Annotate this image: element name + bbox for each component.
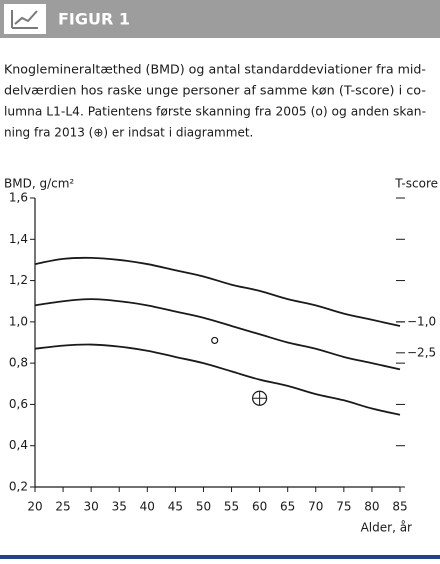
y2-axis-label: T-score [394,177,438,191]
x-tick-label: 20 [27,500,42,514]
x-tick-label: 30 [84,500,99,514]
x-tick-label: 40 [140,500,155,514]
x-axis-label: Alder, år [361,521,412,535]
x-tick-label: 50 [196,500,211,514]
x-tick-label: 75 [336,500,351,514]
x-tick-label: 35 [112,500,127,514]
x-tick-label: 80 [364,500,379,514]
x-tick-label: 60 [252,500,267,514]
reference-curve [34,343,401,416]
y2-tick-label: −2,5 [407,345,436,359]
y-tick-label: 1,0 [9,314,28,328]
y-tick-label: 0,8 [9,356,28,370]
y-tick-label: 0,4 [9,438,28,452]
header-title: FIGUR 1 [58,10,130,29]
y-axis-label: BMD, g/cm² [4,177,74,191]
caption-line: ning fra 2013 (⊕) er indsat i diagrammet… [4,126,253,140]
y-tick-label: 1,4 [9,232,28,246]
y-tick-label: 1,2 [9,273,28,287]
patient-point [211,336,219,345]
y-tick-label: 0,6 [9,397,28,411]
caption-line: lumna L1-L4. Patientens første skanning … [4,105,426,119]
caption-line: Knoglemineraltæthed (BMD) og antal stand… [4,63,426,77]
x-tick-label: 70 [308,500,323,514]
icon-line [14,10,38,25]
x-tick-label: 45 [168,500,183,514]
x-tick-label: 85 [392,500,407,514]
x-tick-label: 65 [280,500,295,514]
y2-tick-label: −1,0 [407,314,436,328]
reference-curve [34,298,401,371]
y-tick-label: 0,2 [9,480,28,494]
caption-line: delværdien hos raske unge personer af sa… [4,84,426,98]
y-tick-label: 1,6 [9,191,28,205]
bottom-rule [0,555,440,559]
reference-curve [34,256,401,327]
x-tick-label: 25 [55,500,70,514]
x-tick-label: 55 [224,500,239,514]
header-bar [0,0,440,38]
